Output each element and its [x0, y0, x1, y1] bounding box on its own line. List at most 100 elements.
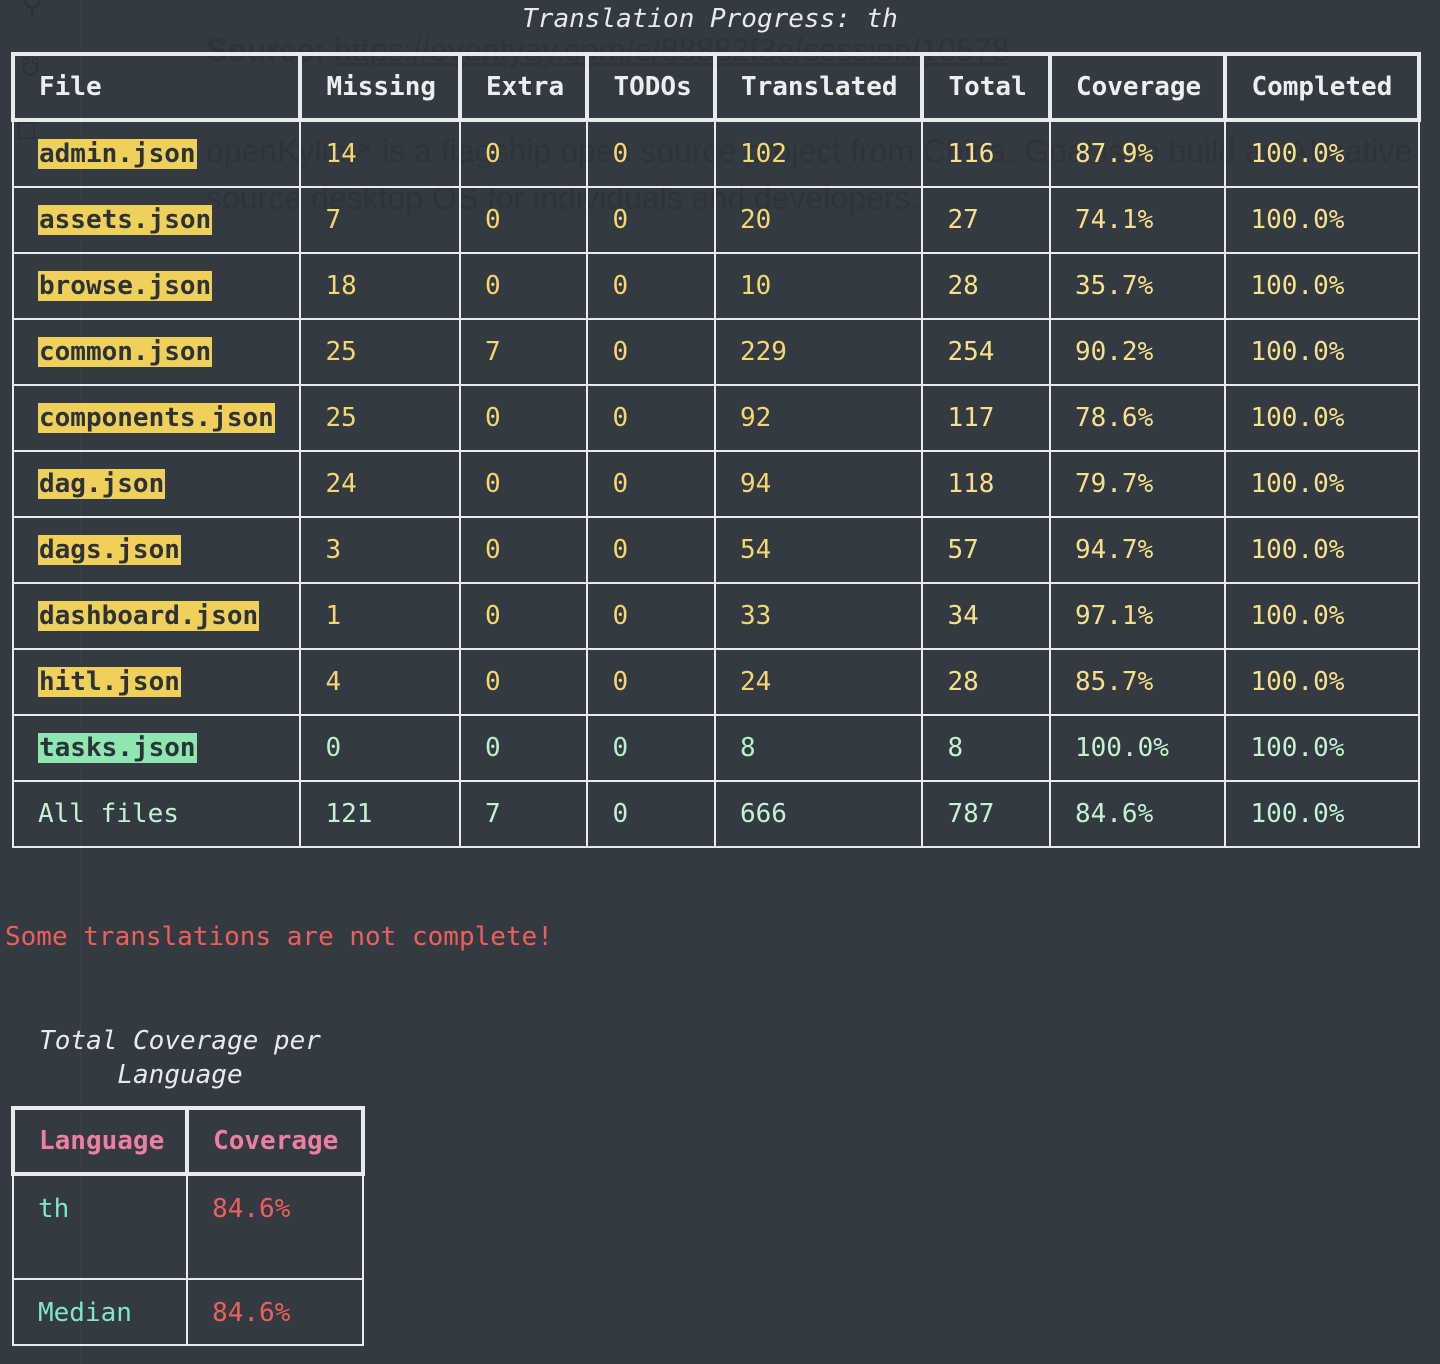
coverage-summary-title-line-1: Total Coverage per: [39, 1026, 321, 1056]
coverage-cell: 84.6%: [186, 1278, 364, 1346]
translated-cell: 20: [713, 186, 924, 254]
table-row: components.json 25 0 0 92 117 78.6% 100.…: [11, 384, 1420, 452]
file-name: dashboard.json: [38, 601, 260, 631]
translated-cell: 8: [713, 714, 924, 782]
todos-cell: 0: [586, 119, 716, 188]
table-header-row: Language Coverage: [10, 1106, 365, 1176]
file-cell: hitl.json: [11, 648, 302, 716]
column-header-completed: Completed: [1223, 52, 1421, 122]
total-cell: 34: [921, 582, 1051, 650]
todos-cell: 0: [586, 186, 716, 254]
incomplete-warning: Some translations are not complete!: [5, 922, 553, 952]
table-row: dashboard.json 1 0 0 33 34 97.1% 100.0%: [11, 582, 1420, 650]
table-row: assets.json 7 0 0 20 27 74.1% 100.0%: [11, 186, 1420, 254]
todos-cell: 0: [586, 516, 716, 584]
translated-cell: 92: [713, 384, 924, 452]
extra-cell: 0: [458, 252, 589, 320]
completed-cell: 100.0%: [1224, 780, 1420, 848]
completed-cell: 100.0%: [1224, 384, 1420, 452]
table-row: hitl.json 4 0 0 24 28 85.7% 100.0%: [11, 648, 1420, 716]
translated-cell: 33: [713, 582, 924, 650]
file-name: tasks.json: [38, 733, 197, 763]
table-header-row: File Missing Extra TODOs Translated Tota…: [10, 52, 1421, 122]
missing-cell: 1: [299, 582, 461, 650]
extra-cell: 0: [458, 648, 589, 716]
file-cell: dag.json: [11, 450, 302, 518]
language-cell: th: [11, 1173, 189, 1280]
coverage-cell: 84.6%: [1048, 780, 1227, 848]
background-search-icon: ⚲: [22, 0, 43, 21]
table-row: dag.json 24 0 0 94 118 79.7% 100.0%: [11, 450, 1420, 518]
todos-cell: 0: [586, 252, 716, 320]
completed-cell: 100.0%: [1224, 648, 1420, 716]
completed-cell: 100.0%: [1224, 450, 1420, 518]
total-cell: 254: [921, 318, 1051, 386]
progress-table-title: Translation Progress: th: [522, 4, 898, 34]
column-header-language: Language: [10, 1106, 190, 1176]
median-row: Median 84.6%: [11, 1278, 364, 1346]
file-name: browse.json: [38, 271, 213, 301]
total-cell: 117: [921, 384, 1051, 452]
file-cell: components.json: [11, 384, 302, 452]
todos-cell: 0: [586, 384, 716, 452]
translated-cell: 229: [713, 318, 924, 386]
file-cell: dashboard.json: [11, 582, 302, 650]
file-name: components.json: [38, 403, 275, 433]
table-row: common.json 25 7 0 229 254 90.2% 100.0%: [11, 318, 1420, 386]
file-name: hitl.json: [38, 667, 181, 697]
table-row: browse.json 18 0 0 10 28 35.7% 100.0%: [11, 252, 1420, 320]
column-header-total: Total: [920, 52, 1052, 122]
missing-cell: 3: [299, 516, 461, 584]
completed-cell: 100.0%: [1224, 252, 1420, 320]
missing-cell: 14: [299, 119, 461, 188]
totals-row: All files 121 7 0 666 787 84.6% 100.0%: [11, 780, 1420, 848]
extra-cell: 7: [458, 318, 589, 386]
translated-cell: 54: [713, 516, 924, 584]
coverage-cell: 85.7%: [1048, 648, 1227, 716]
file-name: dags.json: [38, 535, 181, 565]
missing-cell: 4: [299, 648, 461, 716]
totals-label: All files: [11, 780, 302, 848]
todos-cell: 0: [586, 450, 716, 518]
extra-cell: 0: [458, 384, 589, 452]
translated-cell: 10: [713, 252, 924, 320]
coverage-per-language-table: Language Coverage th 84.6% Median 84.6%: [10, 1106, 365, 1346]
column-header-translated: Translated: [712, 52, 925, 122]
coverage-cell: 90.2%: [1048, 318, 1227, 386]
translation-progress-table: File Missing Extra TODOs Translated Tota…: [10, 52, 1421, 848]
column-header-todos: TODOs: [585, 52, 717, 122]
total-cell: 8: [921, 714, 1051, 782]
coverage-cell: 74.1%: [1048, 186, 1227, 254]
total-cell: 787: [921, 780, 1051, 848]
translated-cell: 102: [713, 119, 924, 188]
column-header-coverage: Coverage: [1047, 52, 1228, 122]
extra-cell: 0: [458, 119, 589, 188]
extra-cell: 0: [458, 516, 589, 584]
coverage-cell: 94.7%: [1048, 516, 1227, 584]
coverage-summary-title-line-2: Language: [117, 1060, 243, 1090]
completed-cell: 100.0%: [1224, 119, 1420, 188]
table-row: dags.json 3 0 0 54 57 94.7% 100.0%: [11, 516, 1420, 584]
extra-cell: 0: [458, 582, 589, 650]
column-header-missing: Missing: [298, 52, 462, 122]
file-cell: tasks.json: [11, 714, 302, 782]
extra-cell: 0: [458, 450, 589, 518]
file-cell: browse.json: [11, 252, 302, 320]
extra-cell: 0: [458, 714, 589, 782]
column-header-extra: Extra: [457, 52, 590, 122]
missing-cell: 0: [299, 714, 461, 782]
column-header-coverage: Coverage: [185, 1106, 365, 1176]
table-row: th 84.6%: [11, 1173, 364, 1280]
total-cell: 118: [921, 450, 1051, 518]
todos-cell: 0: [586, 714, 716, 782]
completed-cell: 100.0%: [1224, 714, 1420, 782]
todos-cell: 0: [586, 318, 716, 386]
coverage-cell: 84.6%: [186, 1173, 364, 1280]
coverage-cell: 79.7%: [1048, 450, 1227, 518]
file-cell: common.json: [11, 318, 302, 386]
file-name: common.json: [38, 337, 213, 367]
coverage-cell: 100.0%: [1048, 714, 1227, 782]
missing-cell: 25: [299, 384, 461, 452]
coverage-cell: 78.6%: [1048, 384, 1227, 452]
table-row: tasks.json 0 0 0 8 8 100.0% 100.0%: [11, 714, 1420, 782]
